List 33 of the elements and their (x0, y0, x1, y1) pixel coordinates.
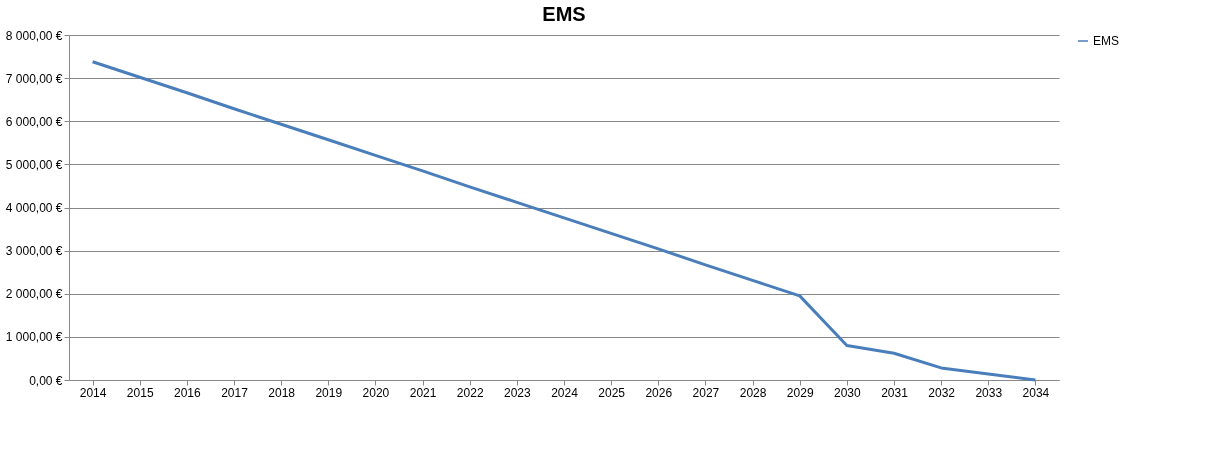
x-tick-label: 2031 (881, 385, 909, 400)
x-tick-label: 2018 (268, 385, 296, 400)
x-tick-label: 2015 (126, 385, 154, 400)
x-tick-label: 2034 (1022, 385, 1050, 400)
x-tick-label: 2024 (551, 385, 579, 400)
x-tick-label: 2022 (456, 385, 484, 400)
x-tick-label: 2027 (692, 385, 720, 400)
y-tick-label: 4 000,00 € (5, 201, 63, 215)
chart-title: EMS (542, 3, 586, 25)
x-tick-label: 2019 (315, 385, 343, 400)
y-tick-label: 2 000,00 € (5, 287, 63, 302)
y-tick-label: 8 000,00 € (5, 28, 63, 43)
x-tick-label: 2030 (834, 385, 862, 400)
y-tick-label: 1 000,00 € (5, 330, 63, 345)
y-tick-label: 5 000,00 € (5, 157, 63, 172)
x-tick-label: 2020 (362, 385, 390, 400)
x-tick-label: 2026 (645, 385, 673, 400)
x-tick-label: 2025 (598, 385, 626, 400)
x-tick-label: 2016 (174, 385, 202, 400)
x-tick-label: 2033 (975, 385, 1003, 400)
legend-label: EMS (1093, 34, 1120, 48)
x-tick-label: 2029 (786, 385, 814, 400)
x-tick-label: 2023 (504, 385, 532, 400)
x-tick-label: 2014 (79, 385, 107, 400)
x-tick-label: 2017 (221, 385, 249, 400)
line-series (91, 60, 1037, 382)
y-tick-label: 0,00 € (29, 373, 63, 388)
y-tick-label: 3 000,00 € (5, 244, 63, 259)
y-tick-label: 7 000,00 € (5, 71, 63, 86)
x-tick-label: 2028 (739, 385, 767, 400)
x-tick-label: 2021 (409, 385, 437, 400)
x-tick-label: 2032 (928, 385, 956, 400)
y-tick-label: 6 000,00 € (5, 114, 63, 129)
